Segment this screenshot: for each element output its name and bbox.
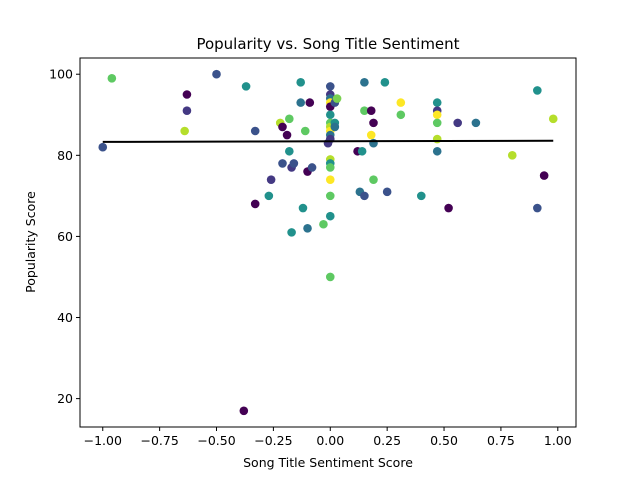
x-tick-label: −0.75 bbox=[140, 433, 178, 448]
data-point bbox=[325, 175, 335, 184]
y-axis: 20 40 60 80 100 bbox=[49, 67, 80, 406]
trendline-layer bbox=[102, 139, 554, 143]
data-point bbox=[285, 114, 294, 124]
x-tick-label: 0.50 bbox=[430, 433, 458, 448]
data-point bbox=[300, 126, 310, 136]
data-point bbox=[369, 118, 378, 128]
data-point bbox=[432, 110, 442, 120]
data-point bbox=[366, 106, 376, 116]
data-point bbox=[296, 98, 305, 107]
data-point bbox=[471, 118, 481, 128]
x-tick-label: 1.00 bbox=[544, 433, 572, 448]
data-point bbox=[98, 142, 108, 152]
x-tick-label: −0.25 bbox=[254, 433, 292, 448]
data-point bbox=[305, 98, 315, 107]
y-tick-label: 20 bbox=[57, 391, 73, 406]
data-point bbox=[416, 191, 426, 201]
data-point bbox=[360, 191, 369, 201]
data-point bbox=[533, 203, 542, 213]
data-point bbox=[325, 163, 335, 172]
x-tick-label: 0.75 bbox=[487, 433, 515, 448]
chart-title: Popularity vs. Song Title Sentiment bbox=[196, 35, 459, 53]
data-point bbox=[107, 73, 117, 83]
x-axis-title: Song Title Sentiment Score bbox=[243, 455, 413, 470]
data-point bbox=[298, 203, 308, 213]
data-point bbox=[212, 69, 221, 79]
y-tick-label: 40 bbox=[57, 310, 73, 325]
data-point bbox=[432, 118, 442, 128]
data-point bbox=[330, 122, 340, 132]
data-point bbox=[182, 90, 192, 99]
data-point bbox=[325, 82, 335, 91]
data-point bbox=[303, 224, 312, 233]
data-point bbox=[366, 130, 376, 140]
data-point bbox=[325, 191, 335, 201]
data-point bbox=[382, 187, 392, 197]
trendline bbox=[102, 139, 554, 143]
data-point bbox=[296, 78, 305, 87]
data-point bbox=[287, 228, 296, 237]
data-point bbox=[369, 175, 378, 184]
y-tick-label: 80 bbox=[57, 148, 73, 163]
data-point bbox=[369, 138, 378, 148]
plot-frame bbox=[79, 57, 577, 428]
data-point bbox=[319, 219, 328, 229]
data-point bbox=[325, 110, 335, 120]
data-point bbox=[241, 82, 251, 91]
data-point bbox=[278, 122, 287, 132]
data-point bbox=[289, 159, 299, 168]
data-point bbox=[332, 94, 342, 103]
data-point bbox=[444, 203, 453, 213]
data-point bbox=[548, 114, 558, 124]
data-point bbox=[360, 106, 369, 116]
data-point bbox=[507, 151, 517, 160]
data-point bbox=[325, 272, 335, 282]
data-point bbox=[266, 175, 276, 184]
data-point bbox=[380, 78, 390, 87]
y-tick-label: 100 bbox=[49, 67, 73, 82]
x-tick-label: −1.00 bbox=[84, 433, 122, 448]
data-point bbox=[285, 146, 294, 156]
x-axis: −1.00 −0.75 −0.50 −0.25 0.00 0.25 0.50 0.75 1.00 bbox=[84, 427, 572, 448]
data-point bbox=[432, 134, 442, 144]
data-point bbox=[325, 211, 335, 221]
data-point bbox=[250, 199, 260, 209]
data-point bbox=[453, 118, 462, 128]
data-point bbox=[539, 171, 549, 180]
data-point bbox=[357, 146, 367, 156]
data-point bbox=[250, 126, 260, 136]
data-point bbox=[182, 106, 192, 116]
data-point bbox=[432, 98, 442, 107]
x-tick-label: 0.00 bbox=[316, 433, 344, 448]
data-point bbox=[180, 126, 189, 136]
data-point bbox=[282, 130, 292, 140]
x-tick-label: 0.25 bbox=[373, 433, 401, 448]
data-point bbox=[533, 86, 542, 95]
data-point bbox=[396, 98, 406, 107]
x-tick-label: −0.50 bbox=[197, 433, 235, 448]
data-point bbox=[307, 163, 317, 172]
data-point bbox=[360, 78, 369, 87]
data-point bbox=[264, 191, 274, 201]
data-point bbox=[432, 146, 442, 156]
data-point bbox=[239, 406, 249, 416]
y-tick-label: 60 bbox=[57, 229, 73, 244]
data-point bbox=[278, 159, 287, 168]
y-axis-title: Popularity Score bbox=[23, 191, 38, 293]
data-point bbox=[396, 110, 406, 120]
